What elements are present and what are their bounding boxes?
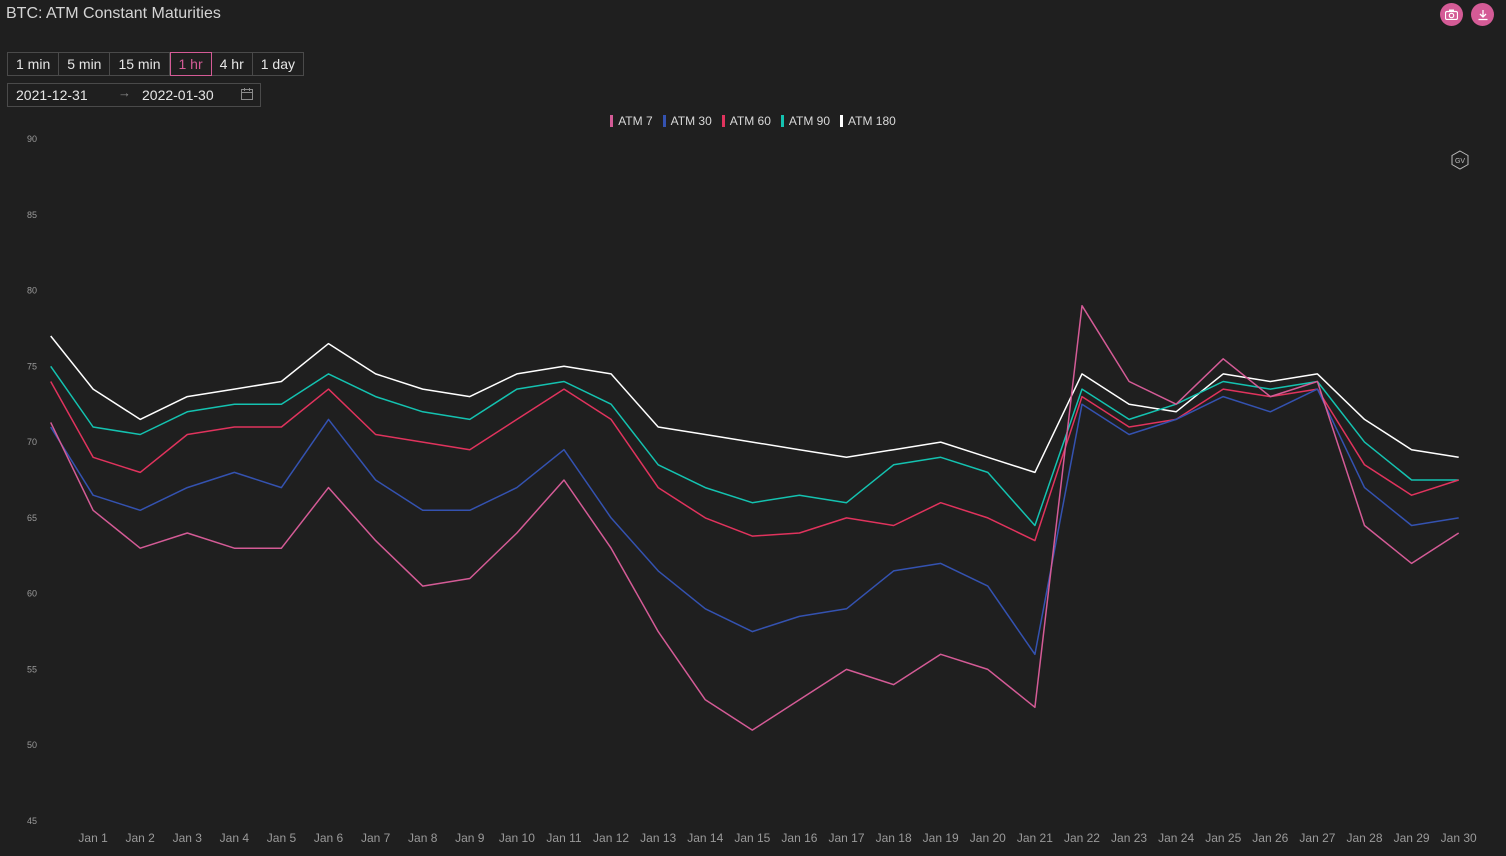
date-range-picker[interactable]: 2021-12-31 → 2022-01-30 bbox=[7, 83, 261, 107]
interval-1-min[interactable]: 1 min bbox=[7, 52, 60, 76]
chart-legend: ATM 7 ATM 30 ATM 60 ATM 90 ATM 180 bbox=[0, 114, 1506, 128]
y-tick-label: 60 bbox=[27, 589, 37, 599]
legend-label: ATM 7 bbox=[618, 114, 653, 128]
x-tick-label: Jan 29 bbox=[1394, 831, 1430, 845]
calendar-icon[interactable] bbox=[240, 87, 254, 104]
interval-15-min[interactable]: 15 min bbox=[110, 52, 170, 76]
x-tick-label: Jan 13 bbox=[640, 831, 676, 845]
interval-5-min[interactable]: 5 min bbox=[59, 52, 111, 76]
x-tick-label: Jan 16 bbox=[781, 831, 817, 845]
y-tick-label: 65 bbox=[27, 513, 37, 523]
series-lines bbox=[50, 304, 1460, 731]
x-tick-label: Jan 18 bbox=[876, 831, 912, 845]
x-tick-label: Jan 23 bbox=[1111, 831, 1147, 845]
series-line-atm-90[interactable] bbox=[50, 365, 1459, 527]
legend-label: ATM 60 bbox=[729, 114, 771, 128]
x-tick-label: Jan 1 bbox=[78, 831, 108, 845]
x-tick-label: Jan 27 bbox=[1299, 831, 1335, 845]
legend-item-atm-30[interactable]: ATM 30 bbox=[662, 114, 712, 128]
legend-item-atm-90[interactable]: ATM 90 bbox=[780, 114, 831, 128]
gv-logo-icon: GV bbox=[1451, 150, 1469, 170]
y-tick-label: 70 bbox=[27, 437, 37, 447]
x-tick-label: Jan 5 bbox=[267, 831, 297, 845]
x-tick-label: Jan 4 bbox=[220, 831, 250, 845]
range-start-input[interactable]: 2021-12-31 bbox=[16, 87, 88, 103]
interval-4-hr[interactable]: 4 hr bbox=[211, 52, 253, 76]
x-tick-label: Jan 3 bbox=[173, 831, 203, 845]
x-tick-label: Jan 9 bbox=[455, 831, 485, 845]
interval-1-day[interactable]: 1 day bbox=[252, 52, 304, 76]
series-line-atm-60[interactable] bbox=[50, 381, 1459, 542]
legend-swatch bbox=[662, 115, 666, 127]
range-end-input[interactable]: 2022-01-30 bbox=[142, 87, 214, 103]
screenshot-button[interactable] bbox=[1440, 3, 1463, 26]
legend-swatch bbox=[780, 115, 784, 127]
x-tick-label: Jan 15 bbox=[734, 831, 770, 845]
x-tick-label: Jan 14 bbox=[687, 831, 723, 845]
x-tick-label: Jan 21 bbox=[1017, 831, 1053, 845]
legend-label: ATM 180 bbox=[848, 114, 896, 128]
camera-icon bbox=[1445, 9, 1458, 20]
legend-label: ATM 30 bbox=[670, 114, 712, 128]
x-tick-label: Jan 8 bbox=[408, 831, 438, 845]
legend-item-atm-180[interactable]: ATM 180 bbox=[840, 114, 896, 128]
legend-swatch bbox=[721, 115, 725, 127]
series-line-atm-7[interactable] bbox=[50, 304, 1460, 731]
legend-item-atm-7[interactable]: ATM 7 bbox=[610, 114, 653, 128]
y-tick-label: 90 bbox=[27, 134, 37, 144]
x-tick-label: Jan 7 bbox=[361, 831, 391, 845]
y-tick-label: 80 bbox=[27, 286, 37, 296]
legend-label: ATM 90 bbox=[788, 114, 831, 128]
interval-selector: 1 min 5 min 15 min 1 hr 4 hr 1 day bbox=[7, 52, 304, 76]
x-tick-label: Jan 24 bbox=[1158, 831, 1194, 845]
x-tick-label: Jan 22 bbox=[1064, 831, 1100, 845]
y-axis: 45 50 55 60 65 70 75 80 85 90 bbox=[27, 134, 37, 826]
x-tick-label: Jan 10 bbox=[499, 831, 535, 845]
y-tick-label: 55 bbox=[27, 664, 37, 674]
x-tick-label: Jan 20 bbox=[970, 831, 1006, 845]
y-tick-label: 85 bbox=[27, 210, 37, 220]
chart-actions bbox=[1440, 3, 1494, 26]
y-tick-label: 45 bbox=[27, 816, 37, 826]
x-tick-label: Jan 17 bbox=[829, 831, 865, 845]
x-tick-label: Jan 11 bbox=[546, 831, 581, 845]
y-tick-label: 75 bbox=[27, 361, 37, 371]
x-tick-label: Jan 12 bbox=[593, 831, 629, 845]
series-line-atm-30[interactable] bbox=[50, 388, 1459, 656]
y-tick-label: 50 bbox=[27, 740, 37, 750]
x-tick-label: Jan 6 bbox=[314, 831, 344, 845]
legend-swatch bbox=[840, 115, 844, 127]
x-tick-label: Jan 30 bbox=[1441, 831, 1477, 845]
x-axis: Jan 1 Jan 2 Jan 3 Jan 4 Jan 5 Jan 6 Jan 7 Jan 8… bbox=[78, 831, 1477, 845]
download-button[interactable] bbox=[1471, 3, 1494, 26]
legend-item-atm-60[interactable]: ATM 60 bbox=[721, 114, 771, 128]
download-icon bbox=[1478, 9, 1487, 20]
svg-text:GV: GV bbox=[1455, 158, 1465, 165]
x-tick-label: Jan 28 bbox=[1346, 831, 1382, 845]
x-tick-label: Jan 26 bbox=[1252, 831, 1288, 845]
x-tick-label: Jan 19 bbox=[923, 831, 959, 845]
x-tick-label: Jan 2 bbox=[125, 831, 155, 845]
interval-1-hr[interactable]: 1 hr bbox=[169, 52, 212, 76]
chart-title: BTC: ATM Constant Maturities bbox=[6, 5, 221, 22]
arrow-right-icon: → bbox=[118, 85, 131, 100]
series-line-atm-180[interactable] bbox=[50, 335, 1459, 474]
x-tick-label: Jan 25 bbox=[1205, 831, 1241, 845]
legend-swatch bbox=[610, 115, 614, 127]
